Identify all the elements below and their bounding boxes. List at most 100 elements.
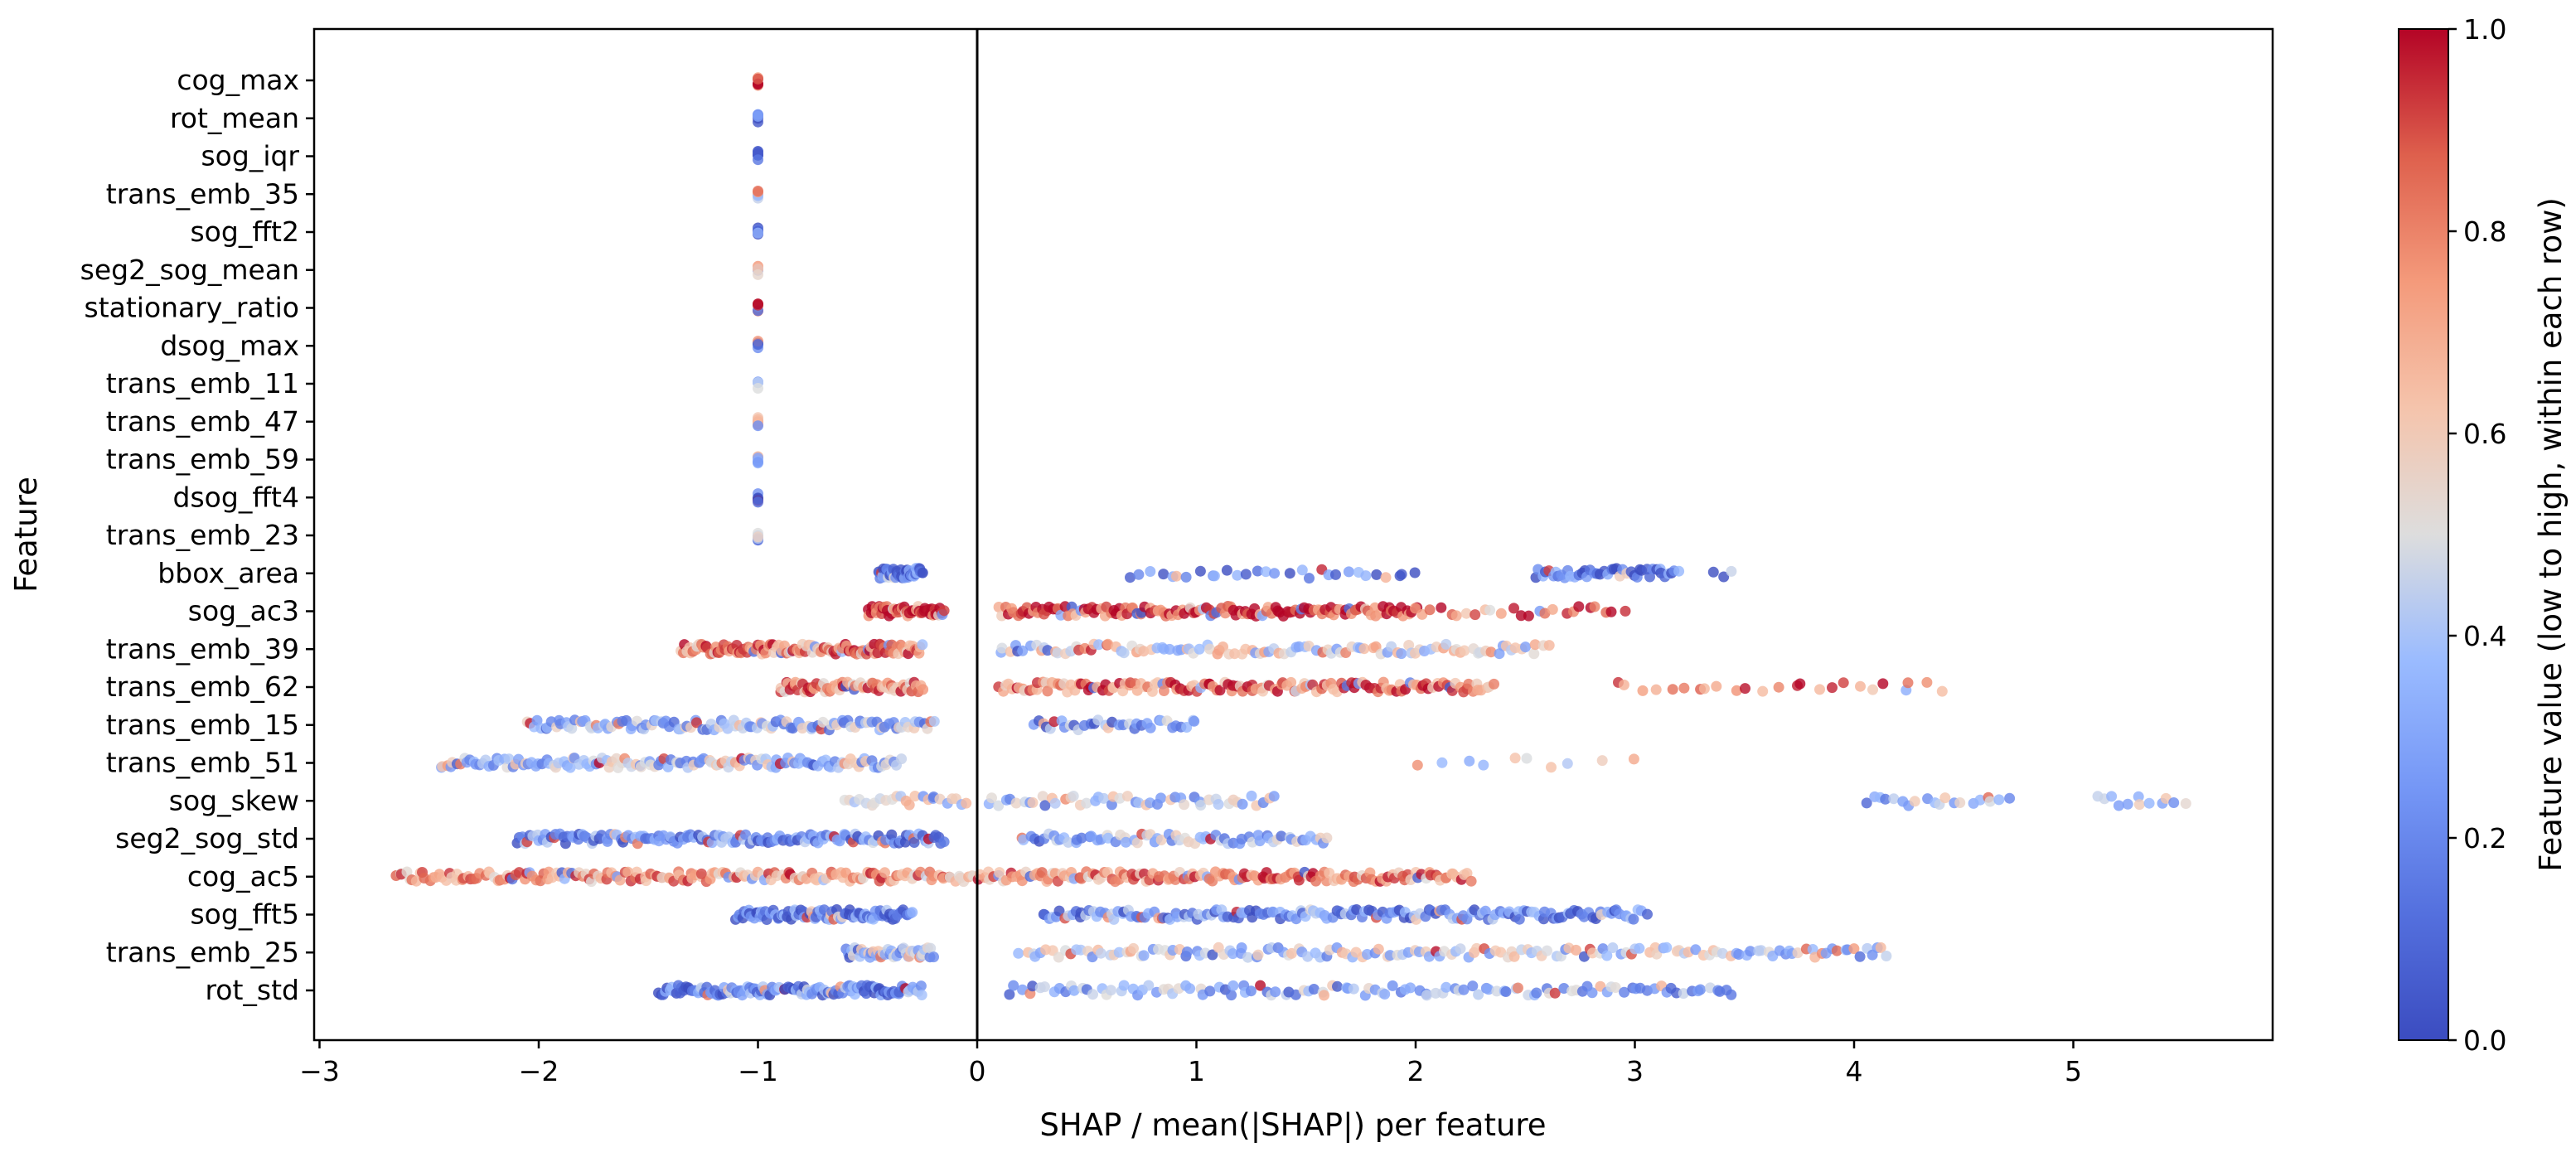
shap-point (1690, 944, 1702, 956)
shap-point (1650, 684, 1662, 695)
shap-point (1105, 985, 1116, 996)
shap-point (1106, 799, 1117, 811)
shap-point (1380, 572, 1392, 583)
shap-point (886, 829, 898, 840)
shap-point (1013, 947, 1024, 959)
shap-point (1485, 646, 1497, 658)
shap-point (1396, 569, 1407, 580)
feature-label: trans_emb_39 (106, 632, 299, 665)
shap-point (1052, 647, 1063, 659)
shap-point (1479, 905, 1491, 917)
shap-point (1605, 606, 1617, 617)
shap-point (622, 866, 634, 878)
shap-point (1128, 942, 1139, 954)
shap-point (1321, 832, 1333, 844)
shap-point (925, 942, 937, 954)
shap-point (2113, 800, 2124, 811)
shap-point (1471, 942, 1483, 954)
shap-point (1637, 685, 1649, 696)
shap-point (1017, 645, 1029, 656)
shap-point (1455, 943, 1466, 955)
shap-point (1489, 678, 1499, 690)
shap-point (1145, 566, 1156, 577)
feature-label: bbox_area (157, 557, 299, 589)
shap-point (1521, 753, 1533, 764)
feature-label: trans_emb_51 (106, 747, 299, 779)
shap-point (1068, 985, 1080, 996)
shap-point (1628, 913, 1639, 925)
shap-point (1049, 797, 1061, 809)
shap-point (1093, 639, 1105, 651)
feature-label: sog_fft2 (190, 215, 299, 248)
shap-point (1726, 565, 1737, 577)
shap-point (1586, 987, 1598, 999)
shap-point (1984, 796, 1996, 807)
shap-point (1460, 608, 1472, 619)
colorbar (2398, 28, 2449, 1041)
shap-point (879, 867, 890, 879)
shap-point (1854, 951, 1866, 962)
shap-point (938, 836, 950, 848)
shap-point (1133, 569, 1145, 580)
shap-point (1495, 608, 1507, 619)
shap-point (1667, 684, 1678, 695)
feature-label: stationary_ratio (85, 292, 299, 324)
shap-point (1053, 951, 1064, 963)
shap-point (1678, 682, 1690, 694)
shap-point (1226, 990, 1237, 1001)
shap-point (1255, 980, 1266, 991)
shap-point (1010, 797, 1022, 809)
shap-point (2168, 797, 2180, 808)
shap-point (1358, 643, 1370, 655)
shap-point (614, 874, 626, 886)
shap-point (1424, 604, 1436, 616)
shap-point (1229, 648, 1241, 660)
shap-point (1513, 982, 1523, 994)
shap-point (1155, 835, 1167, 845)
shap-point (1726, 989, 1737, 1000)
shap-point (996, 642, 1008, 654)
shap-point (1508, 951, 1520, 962)
feature-label: seg2_sog_mean (80, 254, 299, 286)
shap-point (1236, 942, 1247, 953)
shap-point (1547, 603, 1558, 615)
shap-point (1145, 722, 1156, 733)
shap-point (1016, 875, 1028, 887)
shap-point (1411, 759, 1423, 771)
feature-label: trans_emb_23 (106, 519, 299, 551)
shap-point (753, 531, 763, 543)
shap-point (1081, 797, 1092, 809)
shap-point (1678, 988, 1689, 1000)
feature-label: trans_emb_47 (106, 405, 299, 438)
shap-point (1204, 643, 1216, 655)
shap-point (1405, 982, 1416, 994)
shap-point (1838, 677, 1849, 689)
shap-point (1319, 990, 1329, 1001)
shap-point (1814, 684, 1825, 695)
shap-point (1170, 570, 1182, 582)
shap-point (695, 868, 707, 879)
x-tick-label: 5 (2065, 1055, 2082, 1087)
shap-point (915, 980, 927, 992)
shap-point (1240, 569, 1252, 580)
shap-point (1465, 875, 1477, 887)
shap-point (1848, 943, 1860, 955)
shap-point (1619, 986, 1630, 998)
shap-point (1707, 566, 1719, 578)
shap-point (903, 799, 915, 811)
shap-point (753, 496, 763, 508)
shap-point (2106, 791, 2118, 802)
shap-point (1371, 569, 1382, 580)
shap-point (691, 717, 702, 729)
shap-point (917, 639, 928, 651)
shap-point (1589, 601, 1600, 612)
feature-label: sog_iqr (201, 140, 299, 172)
y-axis-title: Feature (8, 477, 44, 593)
shap-point (1483, 984, 1494, 995)
shap-point (1410, 603, 1421, 614)
shap-point (1596, 755, 1608, 767)
shap-point (1673, 565, 1685, 577)
shap-point (1888, 793, 1900, 805)
shap-point (1207, 949, 1218, 961)
shap-point (1138, 950, 1150, 961)
